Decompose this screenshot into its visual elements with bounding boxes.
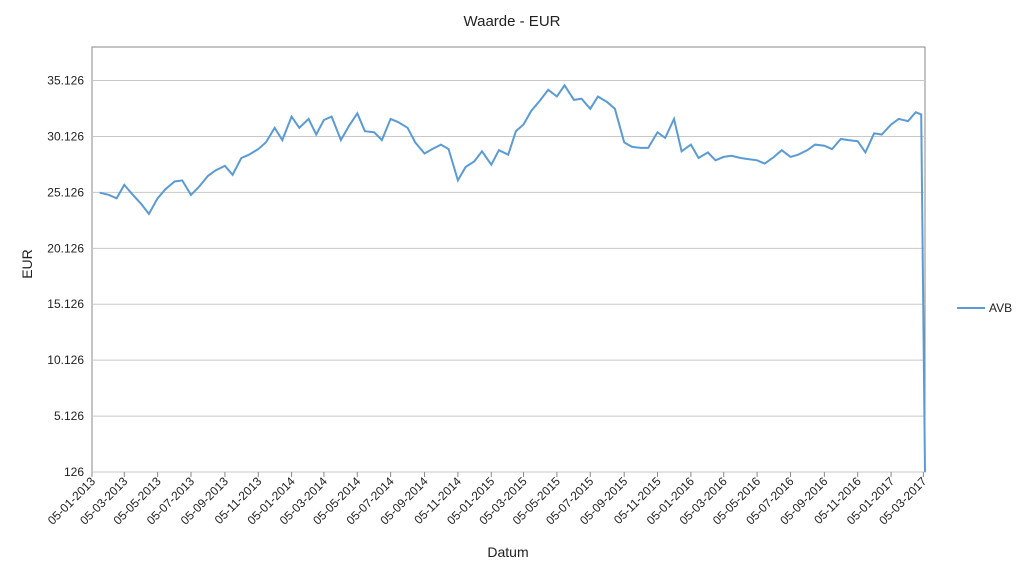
plot-frame <box>91 46 926 473</box>
y-tick-label: 10.126 <box>47 353 84 367</box>
y-tick-label: 25.126 <box>47 185 84 199</box>
y-tick-label: 35.126 <box>47 74 84 88</box>
y-tick-label: 15.126 <box>47 297 84 311</box>
y-tick-label: 20.126 <box>47 241 84 255</box>
y-tick-label: 5.126 <box>54 409 84 423</box>
legend-label: AVB <box>989 301 1012 315</box>
y-tick-label: 30.126 <box>47 129 84 143</box>
y-axis-label: EUR <box>19 249 35 279</box>
chart-title: Waarde - EUR <box>464 13 561 30</box>
x-axis-label: Datum <box>487 544 528 560</box>
y-tick-label: 126 <box>64 465 84 479</box>
data-line <box>99 83 926 473</box>
